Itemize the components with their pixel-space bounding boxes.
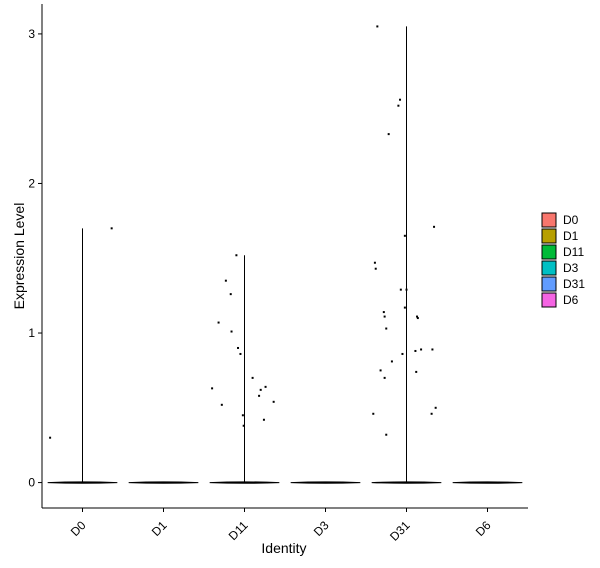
data-point: [242, 424, 245, 427]
violin-base: [209, 481, 280, 484]
violin-D0: [47, 227, 118, 484]
violin-D3: [290, 481, 361, 484]
data-point: [414, 349, 417, 352]
legend-key-D3: [541, 260, 557, 276]
data-point: [401, 352, 404, 355]
data-point: [372, 412, 375, 415]
x-axis-title: Identity: [261, 540, 306, 556]
violin-base: [452, 481, 523, 484]
data-point: [431, 348, 434, 351]
violin-base: [371, 481, 442, 484]
data-point: [272, 400, 275, 403]
data-point: [387, 133, 390, 136]
data-point: [390, 360, 393, 363]
data-point: [229, 293, 232, 296]
y-tick-label: 0: [28, 476, 35, 490]
x-tick-label: D1: [149, 518, 170, 539]
x-tick-label: D0: [68, 518, 89, 539]
data-point: [385, 327, 388, 330]
violin-base: [128, 481, 199, 484]
data-point: [399, 288, 402, 291]
data-point: [415, 370, 418, 373]
data-point: [241, 414, 244, 417]
data-point: [385, 433, 388, 436]
data-point: [374, 267, 377, 270]
violin-D1: [128, 481, 199, 484]
data-point: [251, 376, 254, 379]
data-point: [220, 403, 223, 406]
data-point: [416, 315, 419, 318]
data-point: [49, 436, 52, 439]
data-point: [379, 369, 382, 372]
legend-label-D31: D31: [563, 277, 585, 291]
y-tick-label: 3: [28, 27, 35, 41]
data-point: [433, 225, 436, 228]
y-tick-label: 2: [28, 176, 35, 190]
violin-base: [290, 481, 361, 484]
data-point: [262, 418, 265, 421]
data-point: [239, 352, 242, 355]
data-point: [420, 348, 423, 351]
data-point: [230, 330, 233, 333]
data-point: [434, 406, 437, 409]
violin-D6: [452, 481, 523, 484]
violin-D11: [209, 254, 280, 484]
data-point: [264, 385, 267, 388]
legend-label-D11: D11: [563, 245, 584, 259]
legend-label-D3: D3: [563, 261, 579, 275]
data-point: [235, 254, 238, 257]
data-point: [403, 234, 406, 237]
data-point: [259, 388, 262, 391]
data-point: [224, 279, 227, 282]
data-point: [382, 311, 385, 314]
legend-key-D31: [541, 276, 557, 292]
plot-area: [47, 25, 523, 484]
data-point: [237, 346, 240, 349]
data-point: [258, 394, 261, 397]
data-point: [383, 315, 386, 318]
data-point: [403, 306, 406, 309]
data-point: [211, 387, 214, 390]
legend-key-D1: [541, 228, 557, 244]
data-point: [373, 261, 376, 264]
legend: D0 D1 D11 D3 D31 D6: [541, 212, 585, 308]
x-tick-label: D11: [226, 518, 251, 543]
data-point: [217, 321, 220, 324]
legend-key-D11: [541, 244, 557, 260]
data-point: [110, 227, 113, 230]
legend-label-D1: D1: [563, 229, 579, 243]
legend-label-D0: D0: [563, 213, 579, 227]
data-point: [399, 98, 402, 101]
violin-D31: [371, 25, 442, 484]
data-point: [405, 288, 408, 291]
y-axis: 0 1 2 3: [28, 4, 43, 508]
data-point: [383, 376, 386, 379]
x-tick-label: D6: [473, 518, 494, 539]
data-point: [416, 317, 419, 320]
data-point: [397, 104, 400, 107]
x-axis: D0 D1 D11 D3 D31 D6: [42, 507, 528, 544]
legend-key-D6: [541, 292, 557, 308]
legend-label-D6: D6: [563, 293, 579, 307]
data-point: [430, 412, 433, 415]
y-axis-title: Expression Level: [11, 203, 27, 310]
x-tick-label: D31: [387, 518, 413, 544]
y-tick-label: 1: [28, 326, 35, 340]
violin-base: [47, 481, 118, 484]
x-tick-label: D3: [311, 518, 332, 539]
legend-key-D0: [541, 212, 557, 228]
data-point: [376, 25, 379, 28]
